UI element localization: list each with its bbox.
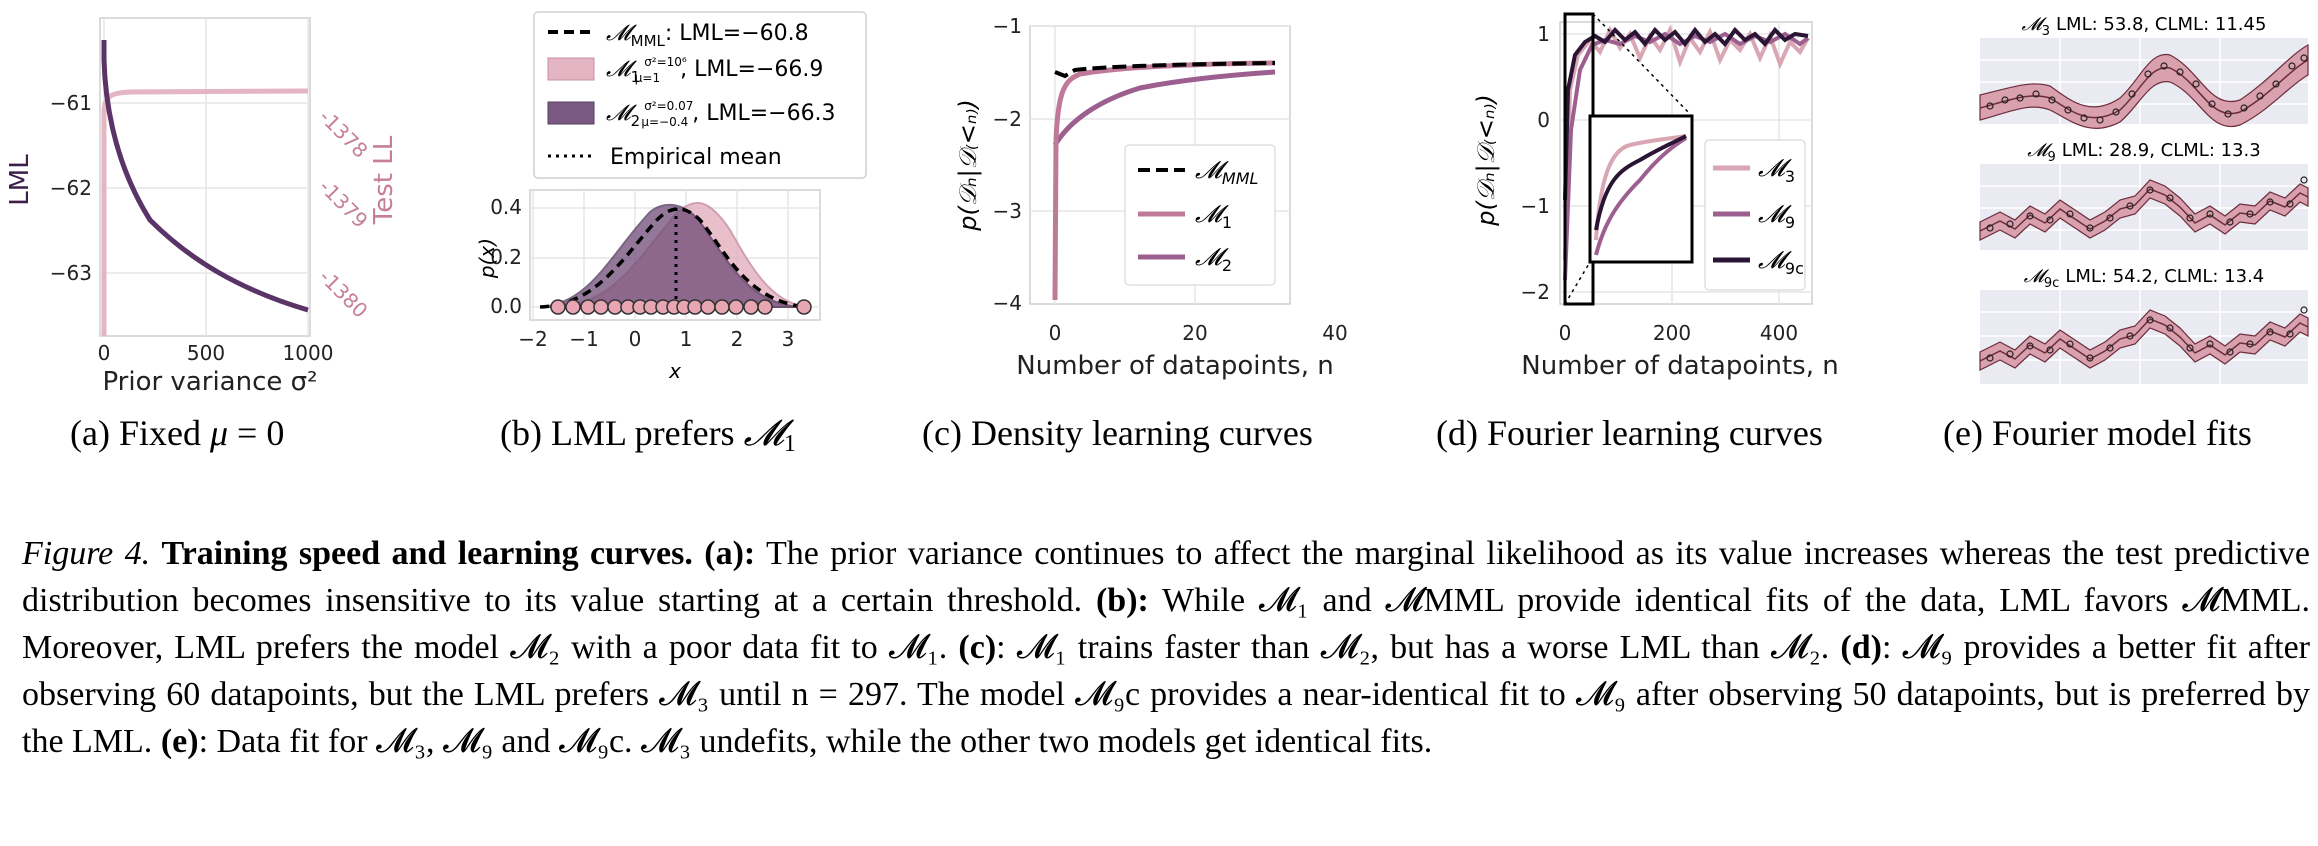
ytick-left: −62 (50, 176, 92, 200)
ytick: 0 (1537, 108, 1550, 132)
legend-mml: 𝓜MML: LML=−60.8 (606, 21, 809, 50)
panel-b-chart: 𝓜MML: LML=−60.8 𝓜1σ²=10⁶ μ=1, LML=−66.9 𝓜… (475, 11, 867, 383)
ytick-right: -1379 (314, 175, 372, 233)
caption-a-text: The prior variance continues to affect t… (22, 535, 2311, 619)
ytick: 0.0 (490, 294, 522, 318)
xtick: 400 (1760, 321, 1798, 345)
xtick: 1 (680, 327, 693, 351)
ytick-right: -1378 (314, 105, 372, 163)
x-axis-label: x (668, 359, 681, 383)
ytick: −2 (993, 107, 1022, 131)
x-axis-label: Number of datapoints, n (1521, 351, 1838, 381)
caption-d-label: (d) (1840, 629, 1882, 666)
y-axis-label: p(𝒟ₙ|𝒟₍<ₙ₎) (1472, 94, 1500, 226)
ytick: 1 (1537, 22, 1550, 46)
ytick-right: -1380 (314, 265, 372, 323)
fit-title-m9: 𝓜9 LML: 28.9, CLML: 13.3 (2027, 140, 2260, 165)
caption-e-text: : Data fit for 𝓜₃, 𝓜₉ and 𝓜₉c. 𝓜₃ undefi… (198, 723, 1433, 760)
fit-band-m3 (1979, 43, 2309, 129)
xtick: 1000 (283, 341, 334, 365)
panel-d-chart: 𝓜3 𝓜9 𝓜9c 1 0 −1 −2 0 200 400 Number of … (1472, 12, 1839, 381)
caption-e: (e) Fourier model fits (1943, 413, 2252, 453)
caption-b: (b) LML prefers 𝓜1 (500, 413, 796, 457)
y-axis-label: p(x) (475, 238, 499, 279)
panel-e-chart: 𝓜3 LML: 53.8, CLML: 11.45 𝓜9 LML: 28.9, CL… (1979, 14, 2309, 384)
legend-m2: 𝓜2σ²=0.07 μ=−0.4, LML=−66.3 (606, 99, 836, 130)
ytick: 0.4 (490, 195, 522, 219)
xtick: −2 (518, 327, 547, 351)
xtick: 3 (782, 327, 795, 351)
xtick: −1 (569, 327, 598, 351)
xtick: 2 (731, 327, 744, 351)
y-axis-label-left: LML (5, 154, 35, 206)
m2-density (539, 203, 801, 308)
caption-b-label: (b): (1095, 582, 1149, 619)
caption-c-text: : 𝓜₁ trains faster than 𝓜₂, but has a wo… (996, 629, 1830, 666)
figure-caption: Figure 4. Training speed and learning cu… (22, 530, 2310, 765)
panel-a-chart: −61 −62 −63 -1378 -1379 -1380 0 500 1000… (5, 17, 399, 397)
ytick: −1 (1521, 194, 1550, 218)
test-ll-curve (101, 88, 309, 336)
y-axis-label: p(𝒟ₙ|𝒟₍<ₙ₎) (954, 99, 982, 231)
caption-c-label: (c) (958, 629, 997, 666)
fit-title-m9c: 𝓜9c LML: 54.2, CLML: 13.4 (2024, 266, 2265, 291)
panel-c-chart: 𝓜MML 𝓜1 𝓜2 −1 −2 −3 −4 0 20 40 Number of… (954, 14, 1348, 381)
m1-curve (1052, 60, 1276, 301)
figure-label: Figure 4. (22, 535, 151, 572)
legend-empirical: Empirical mean (610, 145, 782, 170)
caption-a-label: (a): (704, 535, 756, 572)
xtick: 0 (98, 341, 111, 365)
ytick: −2 (1521, 280, 1550, 304)
caption-c: (c) Density learning curves (922, 413, 1313, 453)
caption-d: (d) Fourier learning curves (1436, 413, 1823, 453)
xtick: 0 (1049, 321, 1062, 345)
mml-density (539, 207, 806, 309)
x-axis-label: Prior variance σ² (102, 367, 317, 397)
caption-b-text: While 𝓜₁ and 𝓜MML provide identical fits… (22, 582, 2311, 666)
xtick: 0 (1559, 321, 1572, 345)
x-axis-label: Number of datapoints, n (1016, 351, 1333, 381)
mml-curve (1054, 61, 1276, 79)
y-axis-label-right: Test LL (369, 135, 399, 225)
ytick: 0.2 (490, 245, 522, 269)
caption-e-label: (e) (160, 723, 199, 760)
m9c-curve (1563, 26, 1809, 201)
xtick: 20 (1182, 321, 1207, 345)
figure-title: Training speed and learning curves. (161, 535, 693, 572)
xtick: 0 (629, 327, 642, 351)
m2-curve (1052, 69, 1276, 147)
ytick: −4 (993, 291, 1022, 315)
fit-points-m9c (1986, 306, 2308, 362)
ytick: −1 (993, 14, 1022, 38)
ytick-left: −61 (50, 91, 92, 115)
xtick: 500 (187, 341, 225, 365)
lml-curve (101, 40, 309, 313)
caption-d-text: : 𝓜₉ provides a better fit after observi… (22, 629, 2311, 760)
ytick: −3 (993, 199, 1022, 223)
ytick-left: −63 (50, 261, 92, 285)
xtick: 200 (1653, 321, 1691, 345)
xtick: 40 (1322, 321, 1347, 345)
fit-points-m9 (1986, 176, 2308, 232)
fit-title-m3: 𝓜3 LML: 53.8, CLML: 11.45 (2022, 14, 2267, 39)
data-points (550, 299, 812, 315)
fit-points-m3 (1986, 54, 2308, 124)
caption-a: (a) Fixed μ = 0 (70, 413, 285, 453)
